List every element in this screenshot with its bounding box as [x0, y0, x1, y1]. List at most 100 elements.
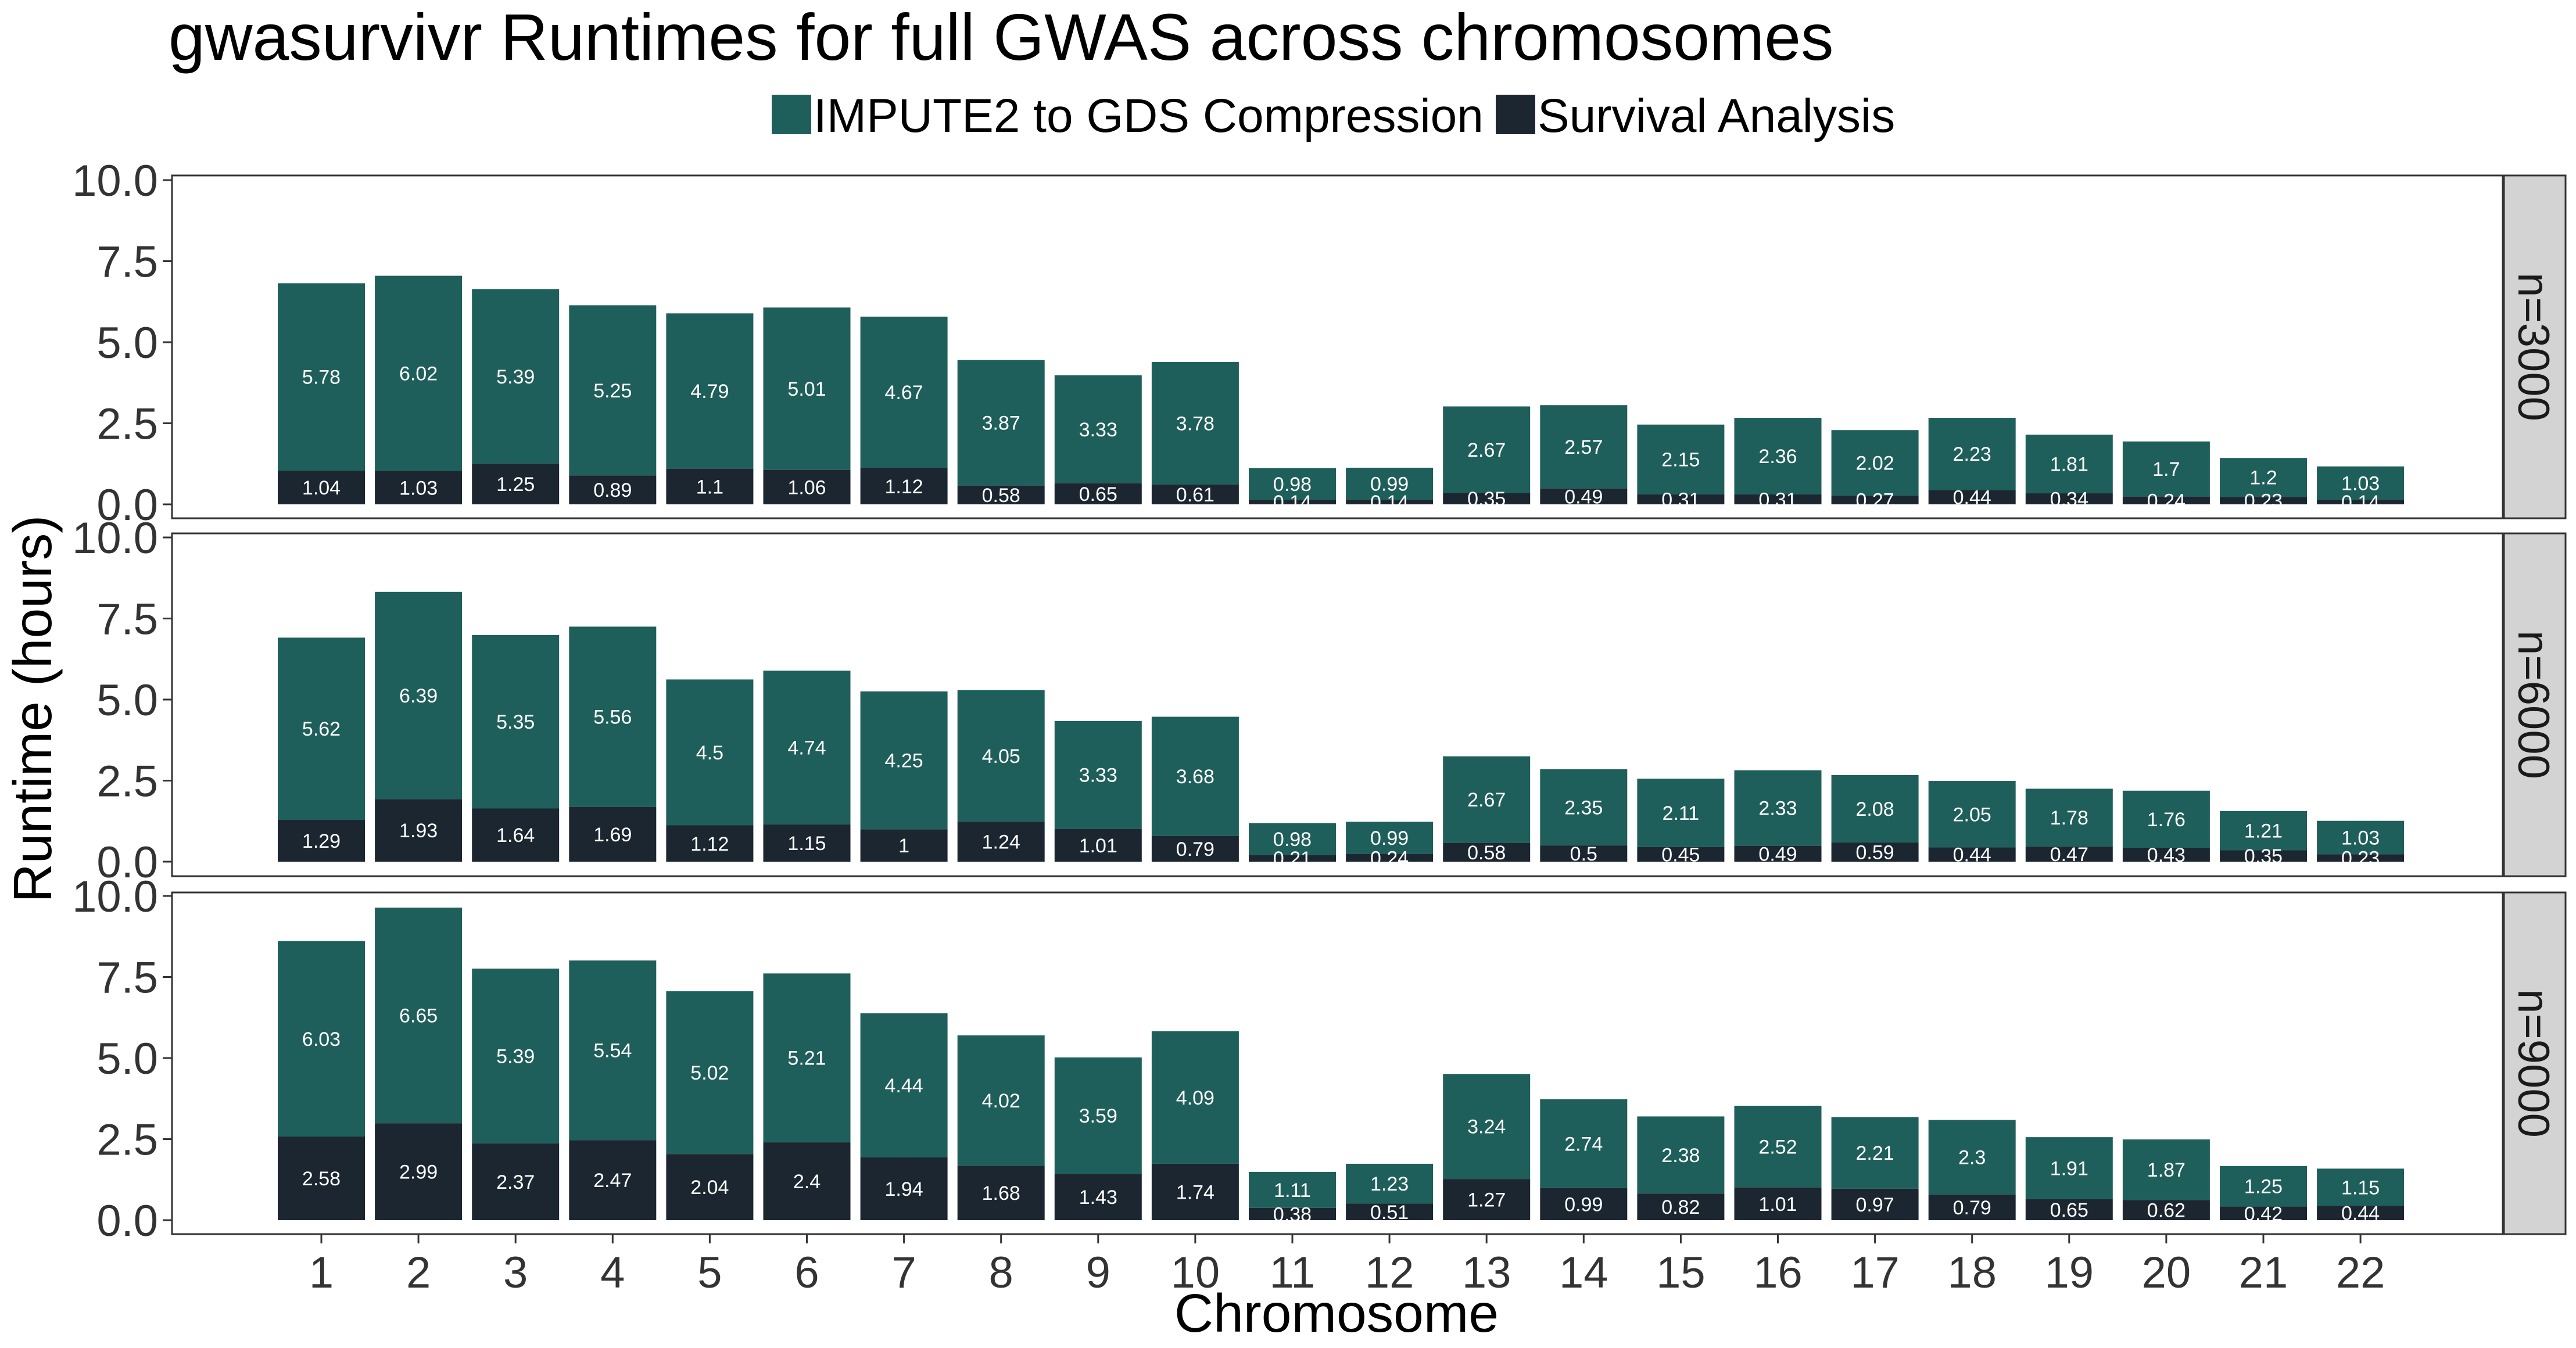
data-label-compression: 1.21 — [2244, 820, 2283, 842]
data-label-compression: 0.98 — [1273, 474, 1312, 496]
data-label-compression: 1.11 — [1274, 1180, 1311, 1202]
bar-compression — [1831, 1117, 1919, 1189]
bar-survival — [957, 1166, 1045, 1220]
data-label-survival: 0.31 — [1758, 489, 1797, 511]
data-label-compression: 2.02 — [1856, 453, 1894, 475]
data-label-survival: 1.15 — [787, 833, 826, 855]
x-tick-label: 14 — [1559, 1248, 1608, 1297]
bar-compression — [2220, 1166, 2307, 1207]
data-label-survival: 0.44 — [1953, 487, 1991, 509]
y-tick-label: 10.0 — [72, 156, 158, 206]
data-label-survival: 0.23 — [2341, 848, 2380, 870]
data-label-compression: 1.81 — [2050, 454, 2088, 476]
bar-survival — [1346, 500, 1434, 504]
bar-compression — [1928, 1120, 2016, 1195]
bar-survival — [1734, 845, 1822, 862]
bar-compression — [278, 941, 365, 1137]
y-tick-label: 7.5 — [96, 595, 158, 644]
data-label-survival: 0.35 — [1467, 488, 1506, 510]
bar-compression — [1540, 769, 1628, 846]
data-label-compression: 3.33 — [1079, 765, 1117, 787]
data-label-survival: 0.35 — [2244, 845, 2283, 867]
data-label-survival: 0.49 — [1758, 843, 1797, 865]
data-label-survival: 1.04 — [302, 477, 341, 499]
bar-survival — [2025, 493, 2113, 504]
panels: n=30000.02.55.07.510.05.781.046.021.035.… — [72, 156, 2567, 1246]
facet-strip-label: n=3000 — [2509, 273, 2558, 421]
bar-compression — [666, 991, 754, 1155]
bar-compression — [2025, 1137, 2113, 1199]
data-label-survival: 0.45 — [1661, 844, 1700, 866]
data-label-compression: 1.23 — [1370, 1173, 1409, 1195]
data-label-compression: 2.08 — [1856, 798, 1894, 820]
data-label-survival: 1.94 — [885, 1178, 923, 1200]
bar-compression — [1540, 405, 1628, 489]
data-label-survival: 0.14 — [2341, 492, 2380, 514]
bar-survival — [1540, 845, 1628, 862]
data-label-survival: 0.42 — [2244, 1203, 2283, 1225]
data-label-survival: 0.31 — [1661, 489, 1700, 511]
data-label-compression: 2.05 — [1953, 804, 1991, 826]
data-label-survival: 0.21 — [1273, 848, 1312, 870]
bar-survival — [1831, 1188, 1919, 1220]
data-label-compression: 4.5 — [696, 742, 723, 764]
data-label-compression: 1.03 — [2341, 827, 2380, 849]
bar-survival — [1928, 847, 2016, 862]
data-label-survival: 0.51 — [1370, 1202, 1409, 1224]
bar-survival — [1540, 488, 1628, 504]
data-label-survival: 0.24 — [1370, 847, 1409, 869]
data-label-compression: 3.59 — [1079, 1105, 1117, 1127]
data-label-survival: 1.43 — [1079, 1186, 1117, 1209]
bar-compression — [1734, 418, 1822, 494]
bar-survival — [569, 1140, 657, 1220]
data-label-survival: 2.47 — [593, 1170, 632, 1192]
data-label-compression: 1.7 — [2152, 458, 2180, 481]
data-label-survival: 0.47 — [2050, 844, 2088, 866]
data-label-compression: 5.02 — [690, 1062, 729, 1084]
facet-strip — [2503, 532, 2567, 877]
bar-compression — [1443, 406, 1531, 493]
y-tick-label: 10.0 — [72, 514, 158, 563]
panel-border — [171, 532, 2504, 877]
legend-label-survival: Survival Analysis — [1538, 89, 1895, 142]
panel-border — [171, 174, 2504, 519]
data-label-survival: 0.99 — [1564, 1193, 1603, 1216]
bar-survival — [1637, 1193, 1725, 1220]
data-label-compression: 1.2 — [2249, 467, 2277, 489]
data-label-compression: 6.65 — [399, 1005, 438, 1027]
data-label-survival: 1.64 — [496, 824, 535, 847]
data-label-survival: 2.04 — [690, 1177, 729, 1199]
data-label-survival: 0.62 — [2147, 1200, 2186, 1222]
data-label-survival: 2.99 — [399, 1161, 438, 1184]
data-label-survival: 0.14 — [1370, 492, 1409, 514]
bar-survival — [2122, 848, 2210, 862]
data-label-compression: 3.87 — [982, 413, 1020, 435]
data-label-survival: 0.43 — [2147, 844, 2186, 866]
bar-compression — [1249, 468, 1336, 500]
data-label-survival: 0.44 — [2341, 1203, 2380, 1225]
data-label-compression: 4.67 — [885, 382, 923, 404]
data-label-compression: 2.38 — [1661, 1145, 1700, 1167]
bar-survival — [1734, 494, 1822, 504]
data-label-compression: 2.57 — [1564, 436, 1603, 458]
x-axis-ticks: 1 2 3 4 5 6 7 8 9 10 11 12 13 14 15 16 17 18 19 20 21 22 — [309, 1234, 2385, 1297]
bar-survival — [1443, 493, 1531, 504]
bar-compression — [2317, 1168, 2405, 1206]
bar-survival — [763, 824, 851, 862]
bar-survival — [278, 470, 365, 504]
bar-compression — [860, 1013, 948, 1157]
bar-survival — [763, 1142, 851, 1220]
bar-compression — [1054, 1057, 1142, 1174]
bar-survival — [472, 464, 560, 504]
bar-survival — [1734, 1187, 1822, 1220]
data-label-compression: 4.44 — [885, 1075, 923, 1097]
bar-compression — [2122, 441, 2210, 497]
data-label-survival: 2.37 — [496, 1171, 535, 1193]
data-label-compression: 5.25 — [593, 380, 632, 402]
data-label-compression: 2.35 — [1564, 797, 1603, 819]
bar-compression — [472, 968, 560, 1143]
bar-compression — [375, 908, 463, 1124]
bar-compression — [2317, 820, 2405, 855]
x-tick-label: 20 — [2142, 1248, 2191, 1297]
bar-compression — [278, 637, 365, 820]
